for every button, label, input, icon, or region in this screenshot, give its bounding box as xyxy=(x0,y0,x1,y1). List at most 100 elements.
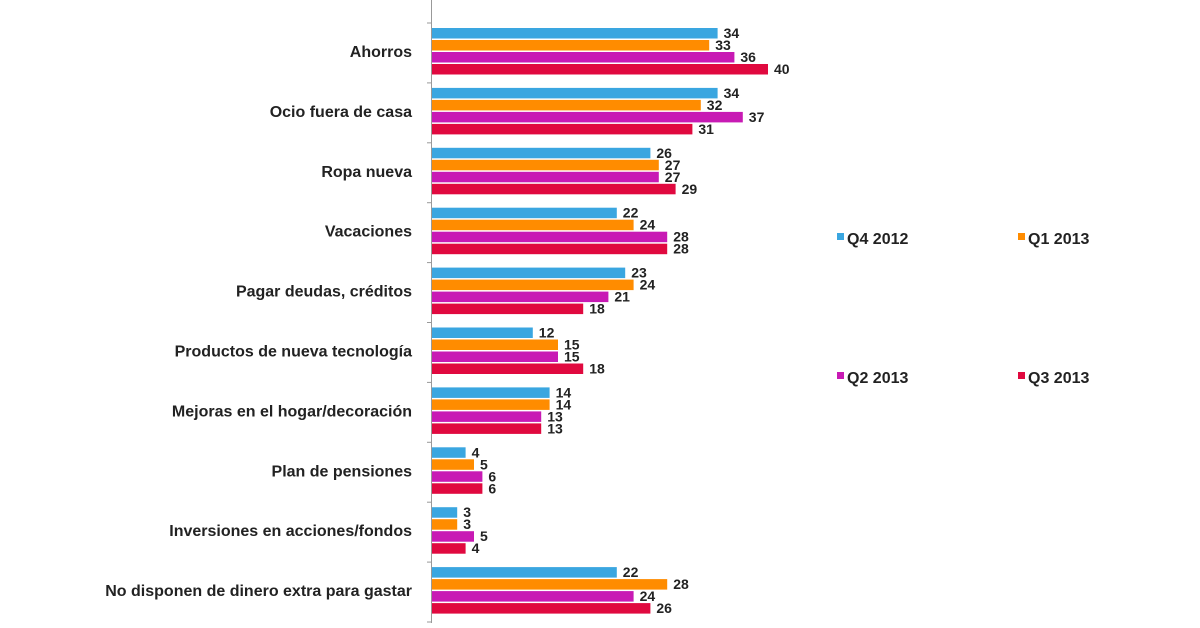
bar xyxy=(432,303,584,315)
value-label: 31 xyxy=(698,121,714,137)
bars-layer xyxy=(432,28,768,614)
bar xyxy=(432,40,710,51)
bar xyxy=(432,159,659,171)
value-label: 37 xyxy=(749,109,765,125)
bar xyxy=(432,519,458,530)
value-label: 28 xyxy=(673,229,689,245)
category-label: Ocio fuera de casa xyxy=(270,104,412,121)
bar xyxy=(432,387,550,398)
bar xyxy=(432,459,474,470)
bar xyxy=(432,52,735,63)
bar xyxy=(432,327,533,338)
bar xyxy=(432,99,701,111)
value-label: 4 xyxy=(472,444,480,460)
category-label: Pagar deudas, créditos xyxy=(236,284,412,301)
value-label: 33 xyxy=(715,37,731,53)
value-label: 34 xyxy=(724,25,740,41)
bar xyxy=(432,531,474,542)
value-label: 13 xyxy=(547,420,563,436)
bar xyxy=(432,243,668,255)
value-label: 6 xyxy=(488,480,496,496)
bar xyxy=(432,411,542,422)
value-label: 12 xyxy=(539,325,555,341)
legend-label: Q2 2013 xyxy=(847,370,908,387)
legend-label: Q1 2013 xyxy=(1028,231,1089,248)
value-label: 3 xyxy=(463,516,471,532)
category-label: Ropa nueva xyxy=(321,164,412,181)
axis-ticks xyxy=(427,22,432,623)
value-label: 24 xyxy=(640,217,656,233)
bar xyxy=(432,183,676,195)
value-label: 32 xyxy=(707,97,723,113)
value-label: 5 xyxy=(480,456,488,472)
bar xyxy=(432,591,634,602)
category-label: Inversiones en acciones/fondos xyxy=(169,523,412,540)
legend-marker xyxy=(837,233,844,240)
bar xyxy=(432,567,617,578)
category-label: No disponen de dinero extra para gastar xyxy=(105,583,412,600)
bar xyxy=(432,231,668,243)
value-label: 18 xyxy=(589,361,605,377)
bar xyxy=(432,471,483,482)
legend-label: Q4 2012 xyxy=(847,231,908,248)
legend-label: Q3 2013 xyxy=(1028,370,1089,387)
bar xyxy=(432,351,558,362)
legend-marker xyxy=(1018,372,1025,379)
value-label: 26 xyxy=(656,600,672,616)
category-labels: Ahorros Ocio fuera de casa Ropa nueva Vacac… xyxy=(105,44,412,600)
bar xyxy=(432,339,558,350)
bar xyxy=(432,543,466,554)
value-label: 24 xyxy=(640,277,656,293)
bar xyxy=(432,279,634,291)
value-labels: 3433364034323731262727292224282823242118… xyxy=(463,25,790,616)
value-label: 22 xyxy=(623,564,639,580)
legend-marker xyxy=(837,372,844,379)
value-label: 15 xyxy=(564,349,580,365)
category-label: Plan de pensiones xyxy=(272,463,413,480)
legend-marker xyxy=(1018,233,1025,240)
bar xyxy=(432,171,659,183)
bar xyxy=(432,447,466,458)
value-label: 36 xyxy=(740,49,756,65)
legend: Q4 2012 Q1 2013 Q2 2013 Q3 2013 xyxy=(837,231,1089,387)
value-label: 6 xyxy=(488,468,496,484)
value-label: 26 xyxy=(656,145,672,161)
bar xyxy=(432,111,743,123)
value-label: 40 xyxy=(774,61,790,77)
value-label: 18 xyxy=(589,301,605,317)
value-label: 29 xyxy=(682,181,698,197)
category-label: Ahorros xyxy=(350,44,412,61)
bar xyxy=(432,483,483,494)
value-label: 28 xyxy=(673,576,689,592)
value-label: 13 xyxy=(547,408,563,424)
value-label: 23 xyxy=(631,265,647,281)
category-label: Mejoras en el hogar/decoración xyxy=(172,403,412,420)
value-label: 28 xyxy=(673,241,689,257)
bar xyxy=(432,603,651,614)
value-label: 14 xyxy=(556,396,572,412)
value-label: 4 xyxy=(472,540,480,556)
value-label: 14 xyxy=(556,384,572,400)
bar xyxy=(432,87,718,99)
bar xyxy=(432,64,768,75)
bar xyxy=(432,363,584,374)
value-label: 21 xyxy=(614,289,630,305)
value-label: 34 xyxy=(724,85,740,101)
bar xyxy=(432,291,609,303)
value-label: 24 xyxy=(640,588,656,604)
value-label: 3 xyxy=(463,504,471,520)
bar xyxy=(432,28,718,39)
bar xyxy=(432,123,693,135)
bar xyxy=(432,207,617,219)
category-label: Productos de nueva tecnología xyxy=(175,344,412,361)
value-label: 5 xyxy=(480,528,488,544)
category-label: Vacaciones xyxy=(325,224,412,241)
value-label: 15 xyxy=(564,337,580,353)
value-label: 22 xyxy=(623,205,639,221)
bar xyxy=(432,219,634,231)
bar xyxy=(432,267,626,279)
value-label: 27 xyxy=(665,169,681,185)
bar xyxy=(432,579,668,590)
bar xyxy=(432,399,550,410)
